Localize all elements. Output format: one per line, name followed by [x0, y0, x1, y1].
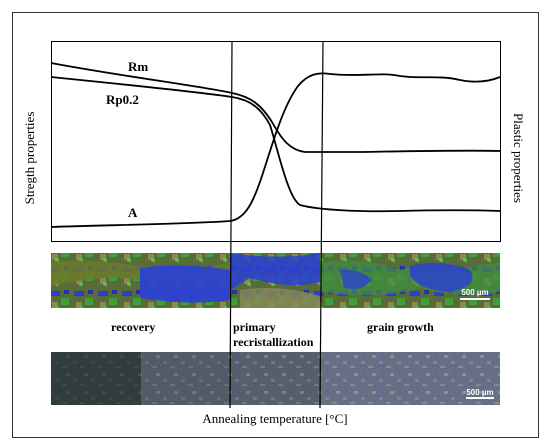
outer-frame	[12, 12, 539, 438]
stage-divider-1	[229, 40, 233, 409]
scale-bar-top-label: 500 µm	[461, 288, 488, 297]
stage-label-primary: primary	[233, 320, 276, 334]
right-axis-label: Plastic properties	[511, 113, 526, 203]
left-axis-label: Stregth properties	[22, 111, 37, 205]
micrograph-strip-bottom: 500 µm	[51, 352, 500, 405]
scale-bar-bottom-label: 500 µm	[466, 388, 493, 397]
stage-divider-2	[319, 40, 324, 409]
curve-rm	[50, 62, 501, 153]
plot-area	[51, 41, 501, 242]
curve-rp	[50, 76, 501, 213]
stage-label-recovery: recovery	[111, 320, 156, 334]
curve-a	[50, 72, 501, 228]
curve-label-rm: Rm	[128, 59, 149, 74]
stage-label-grain-growth: grain growth	[367, 320, 434, 334]
x-axis-label: Annealing temperature [°C]	[202, 411, 348, 426]
stage-label-recristallization: recristallization	[233, 335, 314, 349]
curve-label-rp: Rp0.2	[106, 92, 139, 107]
micrograph-strip-top: 500 µm	[51, 253, 500, 308]
curve-label-a: A	[128, 205, 138, 220]
